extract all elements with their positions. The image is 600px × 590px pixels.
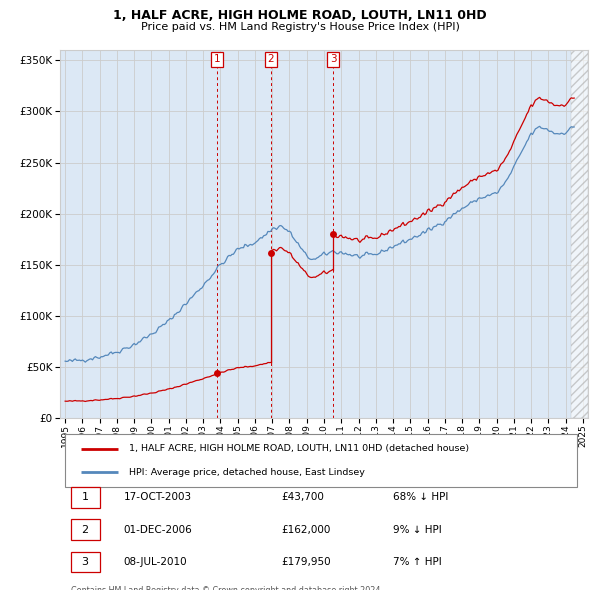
Text: 17-OCT-2003: 17-OCT-2003 (124, 492, 191, 502)
Text: 7% ↑ HPI: 7% ↑ HPI (392, 557, 442, 567)
Text: HPI: Average price, detached house, East Lindsey: HPI: Average price, detached house, East… (128, 468, 365, 477)
Text: 01-DEC-2006: 01-DEC-2006 (124, 525, 192, 535)
Text: Price paid vs. HM Land Registry's House Price Index (HPI): Price paid vs. HM Land Registry's House … (140, 22, 460, 32)
Text: Contains HM Land Registry data © Crown copyright and database right 2024.: Contains HM Land Registry data © Crown c… (71, 585, 382, 590)
Text: 1: 1 (82, 492, 89, 502)
Bar (571, 50, 588, 418)
Text: £43,700: £43,700 (282, 492, 325, 502)
Text: £179,950: £179,950 (282, 557, 331, 567)
Text: 68% ↓ HPI: 68% ↓ HPI (392, 492, 448, 502)
Text: 1, HALF ACRE, HIGH HOLME ROAD, LOUTH, LN11 0HD (detached house): 1, HALF ACRE, HIGH HOLME ROAD, LOUTH, LN… (128, 444, 469, 453)
Text: 2: 2 (82, 525, 89, 535)
FancyBboxPatch shape (71, 487, 100, 507)
Text: 1, HALF ACRE, HIGH HOLME ROAD, LOUTH, LN11 0HD: 1, HALF ACRE, HIGH HOLME ROAD, LOUTH, LN… (113, 9, 487, 22)
Text: £162,000: £162,000 (282, 525, 331, 535)
FancyBboxPatch shape (65, 434, 577, 487)
Text: 08-JUL-2010: 08-JUL-2010 (124, 557, 187, 567)
FancyBboxPatch shape (71, 519, 100, 540)
Text: 9% ↓ HPI: 9% ↓ HPI (392, 525, 442, 535)
FancyBboxPatch shape (71, 552, 100, 572)
Text: 1: 1 (214, 54, 220, 64)
Text: 2: 2 (268, 54, 274, 64)
Text: 3: 3 (82, 557, 89, 567)
Text: 3: 3 (329, 54, 336, 64)
